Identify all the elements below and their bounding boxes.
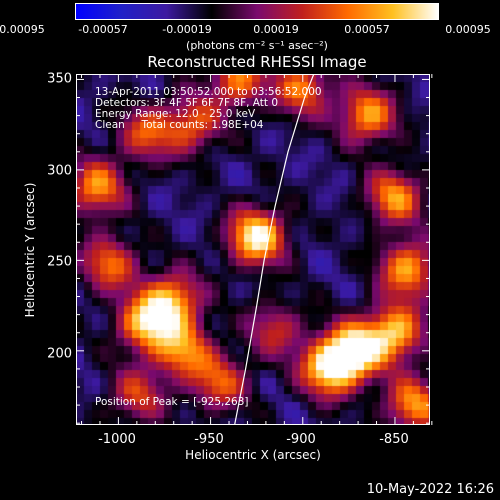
colorbar [75,3,439,20]
colorbar-tick-label: -0.00019 [162,23,212,36]
peak-position-label: Position of Peak = [-925,263] [95,396,249,408]
x-tick-label: -900 [286,432,316,447]
colorbar-tick-label: 0.00095 [445,23,491,36]
plot-timestamp: 10-May-2022 16:26 [366,482,494,497]
y-tick-label: 200 [47,346,72,362]
chart-title: Reconstructed RHESSI Image [147,53,367,71]
colorbar-units: (photons cm⁻² s⁻¹ asec⁻²) [186,39,328,52]
x-axis-label: Heliocentric X (arcsec) [185,448,321,462]
colorbar-tick-label: 0.00019 [253,23,299,36]
y-axis-label: Heliocentric Y (arcsec) [23,182,37,318]
colorbar-tick-label: 0.00057 [344,23,390,36]
y-tick-label: 250 [47,254,72,270]
x-tick-label: -850 [379,432,409,447]
colorbar-tick-label: -0.00095 [0,23,45,36]
image-plot-area: 13-Apr-2011 03:50:52.000 to 03:56:52.000… [76,74,430,425]
x-tick-label: -1000 [98,432,136,447]
y-tick-label: 300 [47,163,72,179]
y-tick-label: 350 [47,71,72,87]
colorbar-tick-label: -0.00057 [78,23,128,36]
plot-frame [76,74,430,425]
info-energy-range: Energy Range: 12.0 - 25.0 keV [95,108,256,120]
x-tick-label: -950 [194,432,224,447]
info-time-range: 13-Apr-2011 03:50:52.000 to 03:56:52.000 [95,86,322,98]
solar-limb-curve [234,74,315,425]
heatmap-image [76,74,430,425]
info-total-counts: Clean Total counts: 1.98E+04 [95,119,264,131]
info-detectors: Detectors: 3F 4F 5F 6F 7F 8F, Att 0 [95,97,279,109]
